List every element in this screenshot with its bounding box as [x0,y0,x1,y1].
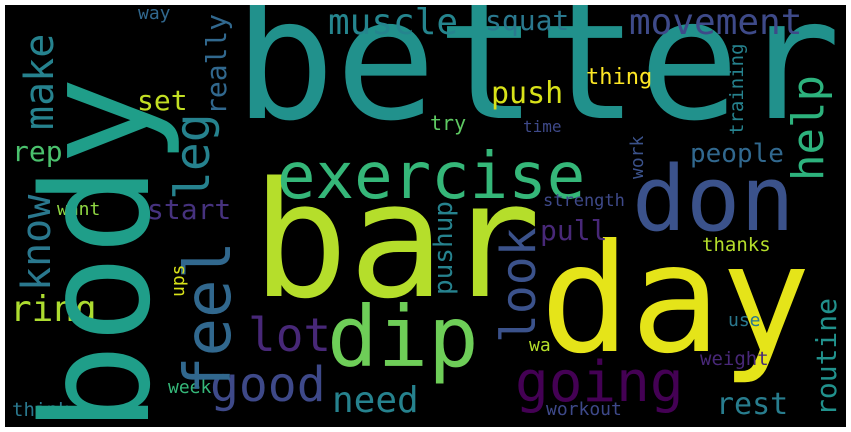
word-workout: workout [546,399,622,420]
word-help: help [783,75,834,181]
word-thanks: thanks [702,234,771,256]
word-time: time [523,117,562,136]
word-training: training [726,43,748,135]
word-need: need [332,380,419,421]
word-weight: weight [700,348,769,370]
word-movement: movement [629,5,803,43]
word-don: don [632,147,795,252]
word-week: week [168,377,212,398]
word-going: going [515,350,684,415]
word-try: try [430,111,467,135]
word-set: set [137,84,188,117]
word-leg: leg [165,113,221,200]
word-work: work [627,135,648,179]
word-really: really [200,13,233,115]
word-squat: squat [485,5,570,37]
word-start: start [147,193,232,226]
word-routine: routine [810,297,843,416]
word-make: make [17,33,63,130]
word-bar: bar [252,147,541,334]
word-thing: thing [586,65,653,90]
word-want: want [57,199,101,220]
word-muscle: muscle [328,5,459,43]
word-ring: ring [10,289,97,330]
word-lot: lot [248,308,332,362]
word-pushup: pushup [429,201,459,295]
word-good: good [210,357,326,413]
word-pull: pull [540,214,608,247]
word-push: push [491,76,564,111]
word-cloud-canvas: better bar day exercise don dip going go… [5,5,846,427]
word-strength: strength [543,191,625,211]
word-use: use [728,310,761,331]
word-dip: dip [327,288,479,386]
word-day: day [540,213,811,387]
word-rep: rep [12,135,63,168]
word-ups: ups [168,264,189,297]
word-better: better [234,5,841,158]
word-wa: wa [529,335,551,356]
word-exercise: exercise [277,140,586,214]
word-people: people [690,139,784,169]
word-know: know [14,194,60,291]
word-think: think [12,399,70,421]
word-rest: rest [716,387,789,422]
word-way: way [138,5,171,24]
word-look: look [491,227,547,343]
